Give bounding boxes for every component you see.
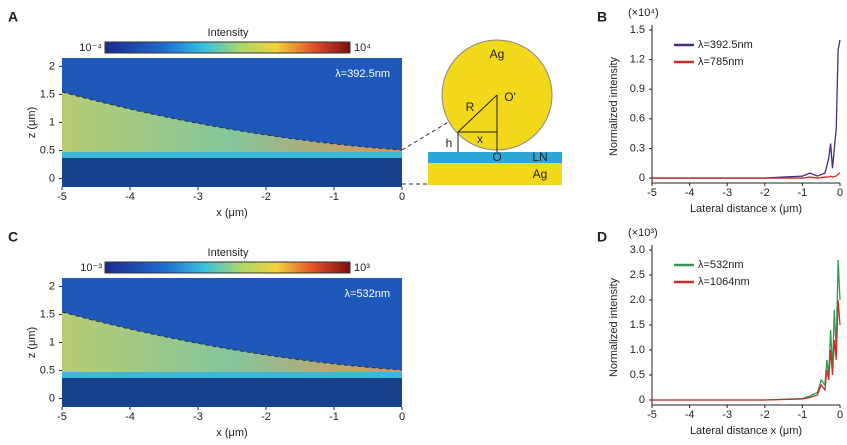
y-tick-label: 1.5 xyxy=(40,88,55,100)
y-tick-label: 0 xyxy=(639,172,645,184)
x-tick-label: -3 xyxy=(722,409,732,421)
y-tick-label: 0 xyxy=(639,394,645,406)
legend-label: λ=392.5nm xyxy=(698,39,753,51)
x-tick-label: -2 xyxy=(261,411,271,423)
y-tick-label: 1 xyxy=(49,116,55,128)
series-line xyxy=(652,259,841,401)
x-tick-label: -5 xyxy=(57,191,67,203)
field-gap xyxy=(62,92,402,152)
colorbar xyxy=(104,261,351,274)
legend-label: λ=532nm xyxy=(698,259,744,271)
y-axis-label: Normalized intensity xyxy=(608,56,620,156)
legend-label: λ=1064nm xyxy=(698,276,750,288)
annotation: λ=532nm xyxy=(344,288,390,300)
y-tick-label: 3.0 xyxy=(630,244,645,256)
label: R xyxy=(466,100,475,114)
x-tick-label: 0 xyxy=(837,409,843,421)
x-tick-label: -2 xyxy=(760,409,770,421)
x-axis-label: x (μm) xyxy=(216,427,247,439)
y-axis-label: z (μm) xyxy=(26,327,38,358)
label: Ag xyxy=(490,47,505,61)
y-tick-label: 1.5 xyxy=(40,308,55,320)
multiplier: (×10⁴) xyxy=(628,7,659,19)
x-tick-label: 0 xyxy=(399,411,405,423)
label: x xyxy=(477,132,483,146)
label: LN xyxy=(532,150,547,164)
radius xyxy=(457,94,498,133)
colorbar-title: Intensity xyxy=(208,247,249,259)
field-gap xyxy=(62,312,402,372)
x-tick-label: -1 xyxy=(798,187,808,199)
x-tick-label: -2 xyxy=(261,191,271,203)
y-tick-label: 1.0 xyxy=(630,344,645,356)
x-axis-label: x (μm) xyxy=(216,207,247,219)
y-tick-label: 1.5 xyxy=(630,319,645,331)
y-axis-label: z (μm) xyxy=(26,107,38,138)
label: h xyxy=(446,136,453,150)
substrate xyxy=(62,378,402,407)
y-tick-label: 1.2 xyxy=(630,54,645,66)
y-tick-label: 0 xyxy=(49,172,55,184)
x-tick-label: -1 xyxy=(329,191,339,203)
y-tick-label: 0.5 xyxy=(40,364,55,376)
y-tick-label: 1.5 xyxy=(630,24,645,36)
series-line xyxy=(652,39,841,179)
connector xyxy=(401,117,456,151)
legend-label: λ=785nm xyxy=(698,56,744,68)
panel-letter: C xyxy=(8,229,18,245)
x-tick-label: -1 xyxy=(329,411,339,423)
label: O xyxy=(492,150,501,164)
colorbar-label: 10³ xyxy=(354,262,370,274)
annotation: λ=392.5nm xyxy=(335,68,390,80)
x-tick-label: -4 xyxy=(125,191,135,203)
x-tick-label: 0 xyxy=(837,187,843,199)
colorbar-label: 10⁻³ xyxy=(80,262,102,274)
x-tick-label: -4 xyxy=(685,187,695,199)
series-line xyxy=(652,172,841,179)
y-tick-label: 0 xyxy=(49,392,55,404)
x-tick-label: -2 xyxy=(760,187,770,199)
panel-letter: B xyxy=(597,9,607,25)
ln-layer xyxy=(428,152,562,163)
ag-layer xyxy=(428,163,562,185)
panel-letter: A xyxy=(8,9,18,25)
x-axis-label: Lateral distance x (μm) xyxy=(690,425,802,437)
y-tick-label: 0.3 xyxy=(630,142,645,154)
y-tick-label: 1 xyxy=(49,336,55,348)
series-line xyxy=(652,299,841,401)
y-tick-label: 2 xyxy=(49,60,55,72)
x-tick-label: -3 xyxy=(722,187,732,199)
x-tick-label: 0 xyxy=(399,191,405,203)
y-axis-label: Normalized intensity xyxy=(608,277,620,377)
ln-stripe xyxy=(62,372,402,378)
multiplier: (×10³) xyxy=(628,227,658,239)
x-tick-label: -5 xyxy=(647,187,657,199)
x-axis-label: Lateral distance x (μm) xyxy=(690,203,802,215)
x-tick-label: -5 xyxy=(57,411,67,423)
diagram: Ag R O' h x O LN Ag xyxy=(401,39,562,185)
ln-stripe xyxy=(62,152,402,158)
colorbar xyxy=(104,41,351,54)
label: O' xyxy=(504,90,516,104)
y-tick-label: 2 xyxy=(49,280,55,292)
x-tick-label: -4 xyxy=(125,411,135,423)
x-tick-label: -5 xyxy=(647,409,657,421)
label: Ag xyxy=(533,167,548,181)
colorbar-label: 10⁻⁴ xyxy=(79,42,102,54)
y-tick-label: 0.5 xyxy=(630,369,645,381)
y-tick-label: 0.5 xyxy=(40,144,55,156)
colorbar-title: Intensity xyxy=(208,27,249,39)
x-tick-label: -1 xyxy=(798,409,808,421)
y-tick-label: 0.9 xyxy=(630,83,645,95)
panel-letter: D xyxy=(597,229,607,245)
y-tick-label: 2.5 xyxy=(630,269,645,281)
x-tick-label: -3 xyxy=(193,411,203,423)
x-tick-label: -4 xyxy=(685,409,695,421)
substrate xyxy=(62,158,402,187)
y-tick-label: 2.0 xyxy=(630,294,645,306)
colorbar-label: 10⁴ xyxy=(354,42,371,54)
x-tick-label: -3 xyxy=(193,191,203,203)
y-tick-label: 0.6 xyxy=(630,113,645,125)
